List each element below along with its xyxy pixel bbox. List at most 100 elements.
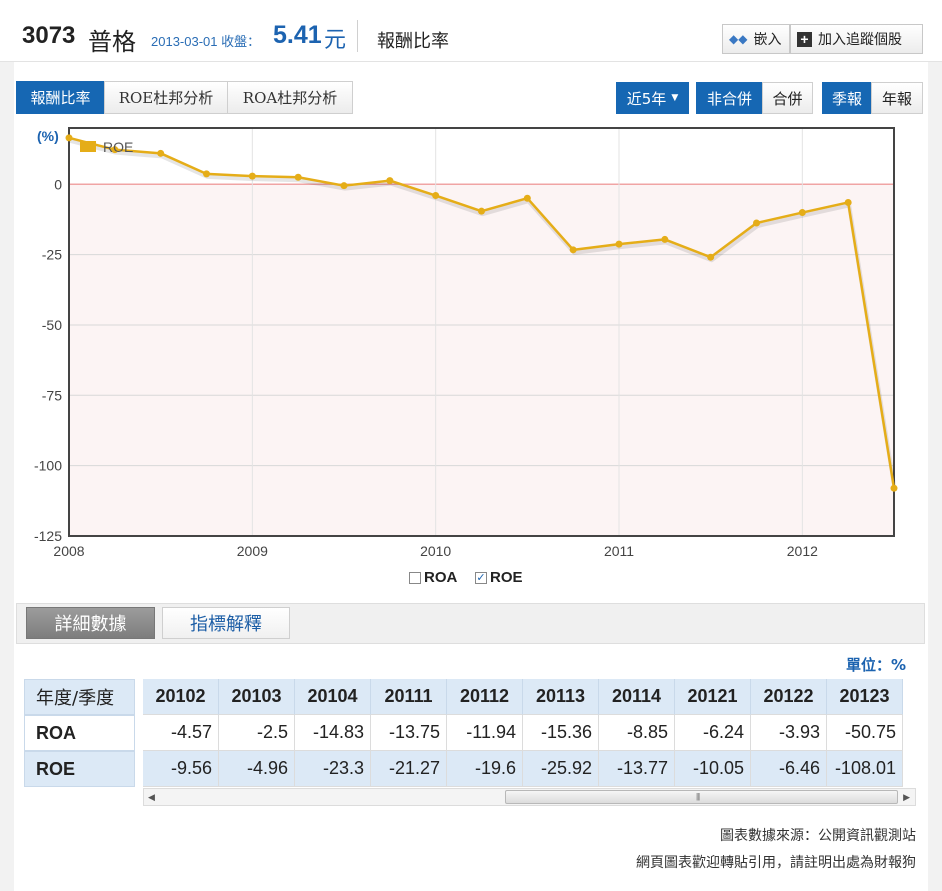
x-tick-label: 2009 (237, 543, 268, 559)
table-header-cell: 20121 (675, 679, 751, 715)
data-point (111, 146, 119, 154)
y-tick-label: -75 (42, 387, 62, 403)
checkbox-unchecked-icon (409, 571, 421, 584)
table-header-cell: 20112 (447, 679, 523, 715)
caret-down-icon: ▼ (671, 93, 679, 103)
y-tick-label: -50 (42, 317, 62, 333)
x-tick-label: 2012 (787, 543, 818, 559)
embed-button[interactable]: ◆◆ 嵌入 (722, 24, 790, 54)
non-consolidated-button[interactable]: 非合併 (696, 82, 763, 114)
data-point (294, 173, 302, 181)
table-header-cell: 20102 (143, 679, 219, 715)
y-axis-label: (%) (37, 128, 59, 144)
table-horizontal-scrollbar[interactable]: ◀ ||| ▶ (143, 788, 916, 806)
follow-stock-button[interactable]: + 加入追蹤個股 (790, 24, 923, 54)
table-cell-roa: -13.75 (371, 715, 447, 751)
table-header-cell: 20111 (371, 679, 447, 715)
table-cell-roa: -2.5 (219, 715, 295, 751)
table-cell-roe: -6.46 (751, 751, 827, 787)
data-point (753, 219, 760, 227)
page-header: 3073 普格 2013-03-01 收盤： 5.41 元 報酬比率 ◆◆ 嵌入… (0, 0, 942, 62)
toggle-roa[interactable]: ROA (409, 569, 457, 586)
x-tick-label: 2010 (420, 543, 451, 559)
table-header-cell: 20123 (827, 679, 903, 715)
y-tick-label: -125 (34, 528, 62, 544)
table-header-cell: 20114 (599, 679, 675, 715)
data-source-note: 圖表數據來源：公開資訊觀測站 (720, 828, 916, 844)
data-point (65, 134, 73, 142)
data-point (340, 182, 348, 190)
toggle-roe-label: ROE (490, 569, 523, 586)
data-point (844, 198, 852, 206)
annual-button[interactable]: 年報 (871, 82, 923, 114)
table-cell-roe: -9.56 (143, 751, 219, 787)
table-cell-roa: -11.94 (447, 715, 523, 751)
close-date-label: 2013-03-01 收盤： (151, 34, 261, 49)
data-point (707, 253, 715, 261)
table-cell-roe: -4.96 (219, 751, 295, 787)
follow-button-label: 加入追蹤個股 (818, 31, 902, 47)
indicator-explain-button[interactable]: 指標解釋 (162, 607, 290, 639)
scrollbar-thumb[interactable]: ||| (505, 790, 898, 804)
data-point (203, 170, 210, 178)
data-point (386, 177, 394, 185)
grip-icon: ||| (696, 792, 700, 801)
row-label-roa: ROA (24, 715, 135, 751)
data-point (478, 207, 485, 215)
unit-label: 單位：% (846, 656, 907, 674)
stock-code: 3073 (22, 22, 76, 49)
plot-border (68, 127, 895, 537)
detail-data-button[interactable]: 詳細數據 (26, 607, 155, 639)
data-point (523, 194, 531, 202)
header-divider (357, 20, 358, 52)
x-tick-label: 2008 (53, 543, 84, 559)
embed-button-label: 嵌入 (753, 31, 782, 47)
data-point (615, 240, 623, 248)
table-cell-roe: -23.3 (295, 751, 371, 787)
negative-region (69, 184, 894, 536)
table-cell-roe: -19.6 (447, 751, 523, 787)
data-table: 20102 -4.57 -9.56 20103 -2.5 -4.96 20104 -14.83… (143, 679, 916, 787)
table-header-cell: 20113 (523, 679, 599, 715)
data-point (248, 172, 256, 180)
stock-name: 普格 (88, 28, 136, 56)
row-label-roe: ROE (24, 751, 135, 787)
period-select[interactable]: 近5年 ▼ (616, 82, 689, 114)
table-cell-roe: -10.05 (675, 751, 751, 787)
table-cell-roe: -25.92 (523, 751, 599, 787)
citation-note: 網頁圖表歡迎轉貼引用，請註明出處為財報狗 (636, 855, 916, 871)
x-tick-label: 2011 (604, 543, 634, 559)
data-point (432, 192, 440, 200)
table-cell-roa: -4.57 (143, 715, 219, 751)
table-cell-roa: -6.24 (675, 715, 751, 751)
period-select-label: 近5年 (626, 89, 667, 108)
price-unit: 元 (324, 28, 347, 53)
data-point (569, 246, 577, 254)
y-tick-label: -100 (34, 458, 62, 474)
toggle-roa-label: ROA (424, 569, 458, 586)
tab-roa-dupont[interactable]: ROA杜邦分析 (227, 81, 353, 114)
table-corner-header: 年度/季度 (24, 679, 135, 715)
table-cell-roe: -13.77 (599, 751, 675, 787)
table-cell-roe: -21.27 (371, 751, 447, 787)
tab-return-ratio[interactable]: 報酬比率 (16, 81, 105, 114)
scroll-left-arrow-icon[interactable]: ◀ (148, 792, 155, 802)
table-header-cell: 20122 (751, 679, 827, 715)
toggle-roe[interactable]: ✓ ROE (475, 569, 523, 586)
table-cell-roa: -50.75 (827, 715, 903, 751)
data-point (798, 209, 806, 217)
quarterly-button[interactable]: 季報 (822, 82, 872, 114)
data-point (157, 149, 165, 157)
tab-roe-dupont[interactable]: ROE杜邦分析 (104, 81, 228, 114)
table-header-cell: 20103 (219, 679, 295, 715)
legend-label-roe: ROE (103, 139, 133, 155)
y-tick-label: 0 (54, 176, 62, 192)
scroll-right-arrow-icon[interactable]: ▶ (903, 792, 910, 802)
consolidated-button[interactable]: 合併 (762, 82, 813, 114)
table-cell-roa: -14.83 (295, 715, 371, 751)
table-header-cell: 20104 (295, 679, 371, 715)
plus-icon: + (797, 31, 812, 47)
table-cell-roa: -15.36 (523, 715, 599, 751)
y-tick-label: -25 (42, 247, 62, 263)
close-price: 5.41 (273, 21, 322, 49)
